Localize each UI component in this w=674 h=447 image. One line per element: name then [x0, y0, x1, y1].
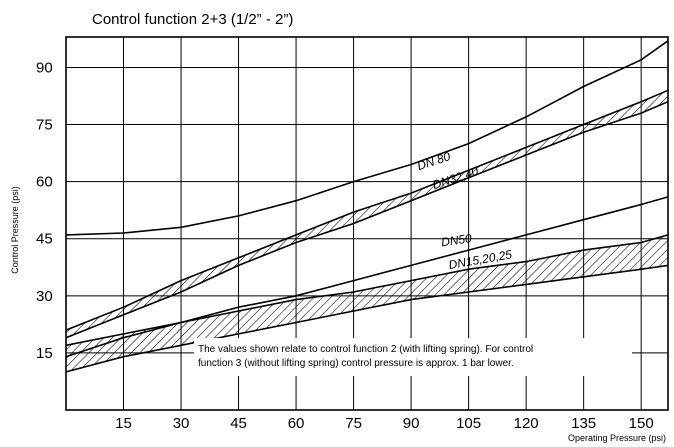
y-tick-label-2: 45	[36, 231, 53, 248]
y-axis-label: Control Pressure (psi)	[10, 186, 20, 274]
x-tick-label-1: 30	[173, 415, 190, 432]
curve-label-2: DN50	[440, 231, 473, 249]
y-tick-label-0: 15	[36, 345, 53, 362]
x-tick-label-9: 150	[629, 415, 654, 432]
series-lower-dn32-40	[65, 100, 669, 339]
x-axis-label: Operating Pressure (psi)	[568, 433, 666, 443]
x-tick-label-2: 45	[230, 415, 247, 432]
x-tick-label-6: 105	[456, 415, 481, 432]
plot-frame	[65, 36, 669, 411]
series-line-dn-80	[65, 40, 669, 236]
series-upper-dn32-40	[65, 89, 669, 331]
note-box	[194, 338, 632, 376]
curve-label-0: DN 80	[415, 149, 452, 173]
y-tick-label-4: 75	[36, 117, 53, 134]
series-lower-dn15-20-25	[65, 264, 669, 373]
y-tick-label-1: 30	[36, 288, 53, 305]
y-tick-labels: 15 30 45 60 75 90	[36, 59, 53, 361]
x-tick-label-0: 15	[115, 415, 132, 432]
y-tick-label-5: 90	[36, 59, 53, 76]
x-tick-labels: 15 30 45 60 75 90 105 120 135 150	[115, 415, 654, 432]
x-tick-label-3: 60	[288, 415, 305, 432]
note-line-1: The values shown relate to control funct…	[198, 344, 533, 355]
x-tick-label-8: 135	[571, 415, 596, 432]
series-band-dn32-40	[66, 90, 668, 338]
series-upper-dn15-20-25	[65, 234, 669, 347]
curve-label-1: DN32,40	[431, 164, 481, 192]
y-tick-label-3: 60	[36, 174, 53, 191]
x-tick-label-5: 90	[403, 415, 420, 432]
series-lines	[65, 40, 669, 373]
x-tick-label-7: 120	[514, 415, 539, 432]
x-tick-label-4: 75	[345, 415, 362, 432]
chart-title: Control function 2+3 (1/2” - 2”)	[92, 11, 293, 28]
note-line-2: function 3 (without lifting spring) cont…	[198, 358, 514, 369]
